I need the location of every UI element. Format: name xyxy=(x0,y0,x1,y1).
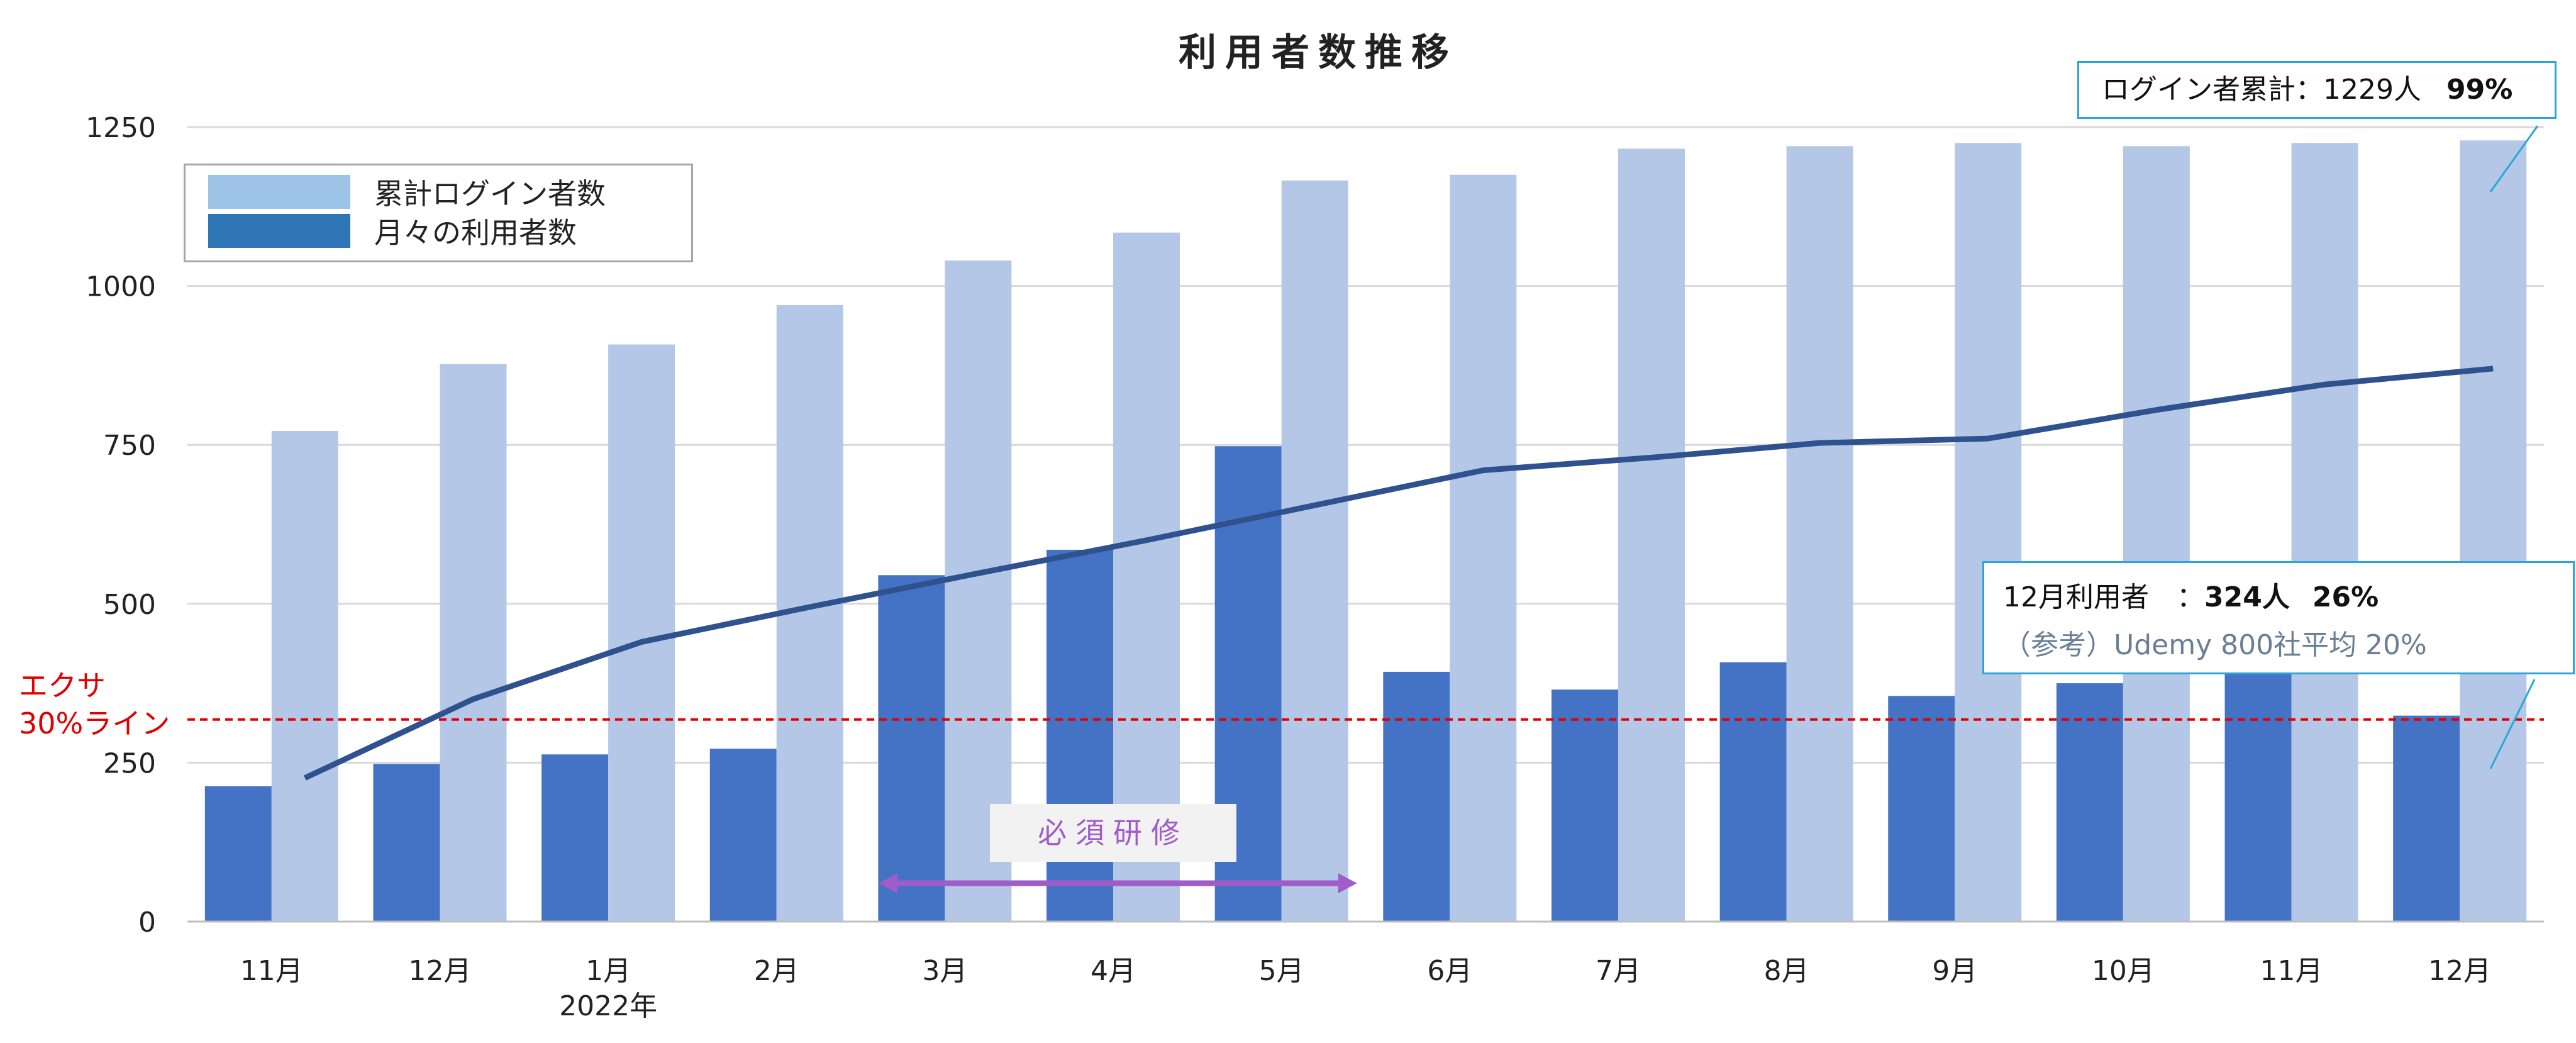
bar-cumulative xyxy=(1955,143,2022,922)
x-tick-label: 11月 xyxy=(240,955,303,987)
bar-cumulative xyxy=(2291,143,2358,922)
y-tick-label: 1000 xyxy=(86,271,156,303)
bar-cumulative xyxy=(1281,180,1348,922)
callout-leaders xyxy=(2489,125,2539,769)
callout-december-pct: 26% xyxy=(2312,581,2379,613)
bar-monthly xyxy=(1383,671,1450,922)
training-period-label: 必須研修 xyxy=(990,804,1236,862)
callout-december-count: 324人 xyxy=(2204,581,2290,613)
y-tick-label: 750 xyxy=(103,430,156,462)
bar-monthly xyxy=(1046,549,1114,922)
x-tick-label: 11月 xyxy=(2260,955,2323,987)
training-arrow-head-right xyxy=(1338,873,1357,893)
bar-monthly xyxy=(1551,689,1618,922)
trend-line xyxy=(303,365,2494,781)
callout-december-leader xyxy=(2489,679,2536,769)
bar-monthly xyxy=(2056,683,2123,922)
bar-cumulative xyxy=(271,430,338,922)
training-period-arrow xyxy=(879,873,1357,893)
reference-line-label-2: 30%ライン xyxy=(19,706,170,740)
callout-total-leader xyxy=(2489,125,2539,192)
x-tick-label: 6月 xyxy=(1427,955,1472,987)
x-tick-label: 7月 xyxy=(1596,955,1641,987)
x-tick-label: 9月 xyxy=(1932,955,1977,987)
legend-swatch-monthly xyxy=(208,214,350,248)
trend-line-path xyxy=(303,365,2494,781)
legend: 累計ログイン者数 月々の利用者数 xyxy=(184,164,693,262)
callout-december-users: 12月利用者 ：324人 26% （参考）Udemy 800社平均 20% xyxy=(1982,561,2575,674)
x-tick-label: 12月 xyxy=(408,955,471,987)
callout-december-prefix: 12月利用者 ： xyxy=(2003,581,2204,613)
callout-total-pct: 99% xyxy=(2446,74,2513,106)
bar-monthly xyxy=(2393,715,2460,922)
x-tick-label: 12月 xyxy=(2428,955,2491,987)
callout-total-text: ログイン者累計：1229人 xyxy=(2102,74,2421,106)
bar-monthly xyxy=(204,786,272,922)
x-tick-label: 3月 xyxy=(922,955,967,987)
bar-monthly xyxy=(709,749,777,922)
callout-total-logins: ログイン者累計：1229人 99% xyxy=(2077,61,2557,119)
reference-line-group: エクサ 30%ライン xyxy=(19,669,2544,740)
legend-swatch-cumulative xyxy=(208,175,350,209)
bar-monthly xyxy=(373,764,440,922)
bar-cumulative xyxy=(1786,146,1853,922)
legend-item-cumulative: 累計ログイン者数 xyxy=(208,174,606,211)
y-axis: 0 250 500 750 1000 1250 xyxy=(86,112,156,939)
bar-monthly xyxy=(541,754,609,922)
training-arrow-head-left xyxy=(879,873,898,893)
y-tick-label: 1250 xyxy=(86,112,156,144)
x-tick-sublabel: 2022年 xyxy=(559,990,657,1022)
reference-line-label-1: エクサ xyxy=(19,669,106,703)
y-tick-label: 250 xyxy=(103,747,156,779)
bar-cumulative xyxy=(608,344,675,922)
legend-label-cumulative: 累計ログイン者数 xyxy=(374,177,606,211)
bar-cumulative xyxy=(1450,174,1517,922)
chart-title: 利用者数推移 xyxy=(1179,31,1458,75)
bar-cumulative xyxy=(1618,148,1685,922)
bar-monthly xyxy=(1719,662,1787,922)
bar-cumulative xyxy=(2123,146,2190,922)
bar-cumulative xyxy=(2460,140,2527,922)
bar-monthly xyxy=(1888,696,1955,922)
y-tick-label: 500 xyxy=(103,589,156,621)
x-tick-label: 10月 xyxy=(2092,955,2155,987)
legend-label-monthly: 月々の利用者数 xyxy=(374,216,577,250)
legend-item-monthly: 月々の利用者数 xyxy=(208,213,577,250)
x-tick-label: 1月 xyxy=(586,955,631,987)
callout-december-note: （参考）Udemy 800社平均 20% xyxy=(2003,629,2427,661)
bar-cumulative xyxy=(440,364,507,922)
x-tick-label: 4月 xyxy=(1091,955,1136,987)
x-tick-label: 5月 xyxy=(1259,955,1304,987)
bar-monthly xyxy=(2224,664,2292,922)
y-tick-label: 0 xyxy=(138,906,156,939)
bar-monthly xyxy=(878,575,945,922)
x-tick-label: 2月 xyxy=(754,955,799,987)
x-tick-label: 8月 xyxy=(1764,955,1809,987)
